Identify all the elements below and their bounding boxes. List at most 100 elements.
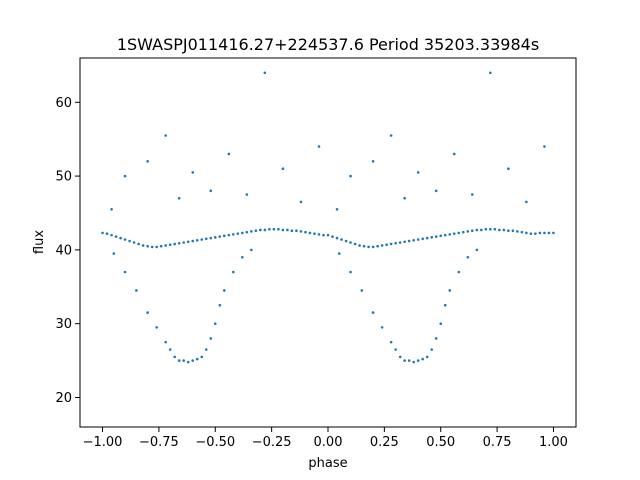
- data-point: [182, 241, 186, 244]
- data-point: [337, 252, 341, 255]
- data-point: [295, 229, 298, 232]
- data-point: [520, 230, 524, 234]
- data-point: [164, 340, 167, 344]
- data-point: [407, 359, 411, 362]
- data-point: [507, 167, 510, 170]
- data-point: [218, 235, 222, 238]
- data-point: [525, 200, 528, 204]
- data-point: [403, 240, 406, 244]
- x-tick-label: 0.25: [370, 435, 399, 450]
- data-point: [448, 289, 452, 292]
- data-point: [360, 289, 364, 292]
- data-point: [322, 233, 325, 237]
- data-point: [534, 232, 537, 235]
- data-point: [376, 244, 379, 248]
- data-point: [150, 245, 154, 249]
- data-point: [191, 239, 195, 243]
- y-tick-label: 30: [55, 317, 72, 332]
- data-point: [452, 232, 456, 235]
- data-point: [195, 357, 199, 361]
- data-point: [159, 244, 163, 248]
- data-point: [227, 233, 231, 237]
- data-point: [430, 236, 434, 239]
- data-point: [502, 228, 506, 232]
- data-point: [371, 245, 375, 249]
- data-point: [204, 237, 208, 241]
- data-point: [123, 238, 127, 241]
- data-point: [466, 255, 470, 259]
- data-point: [525, 231, 528, 235]
- data-point: [222, 234, 226, 238]
- data-point: [204, 348, 208, 351]
- data-point: [439, 234, 443, 238]
- data-point: [349, 270, 352, 274]
- data-point: [141, 244, 145, 247]
- data-point: [232, 233, 235, 236]
- data-point: [213, 236, 217, 239]
- data-point: [135, 289, 138, 292]
- data-point: [412, 360, 415, 364]
- data-point: [250, 230, 253, 233]
- data-point: [389, 134, 393, 137]
- data-point: [552, 231, 555, 235]
- data-point: [335, 207, 339, 211]
- data-point: [146, 244, 149, 248]
- data-point: [177, 196, 181, 200]
- data-point: [434, 235, 438, 238]
- data-point: [385, 243, 388, 247]
- data-point: [146, 311, 149, 314]
- data-point: [123, 270, 127, 274]
- data-point: [110, 233, 113, 237]
- data-point: [344, 239, 348, 243]
- data-point: [448, 233, 452, 236]
- x-tick-label: 1.00: [539, 435, 568, 450]
- data-point: [227, 152, 231, 156]
- data-point: [484, 227, 488, 231]
- data-point: [112, 252, 116, 255]
- data-point: [177, 359, 181, 362]
- data-point: [434, 337, 438, 340]
- data-point: [349, 241, 352, 244]
- data-point: [371, 160, 375, 163]
- data-point: [371, 311, 375, 314]
- data-point: [326, 233, 330, 237]
- data-point: [362, 244, 366, 248]
- data-point: [516, 230, 519, 233]
- data-point: [538, 231, 542, 235]
- y-tick-label: 50: [55, 170, 72, 185]
- data-point: [191, 359, 195, 362]
- data-point: [416, 171, 420, 174]
- data-point: [299, 200, 303, 204]
- y-axis-label: flux: [32, 230, 47, 254]
- data-point: [299, 230, 303, 233]
- data-point: [209, 236, 213, 240]
- data-point: [547, 231, 551, 235]
- data-point: [340, 238, 343, 241]
- data-point: [304, 230, 307, 234]
- data-point: [457, 231, 461, 235]
- chart-title: 1SWASPJ011416.27+224537.6 Period 35203.3…: [117, 35, 539, 54]
- data-point: [213, 322, 217, 325]
- data-point: [173, 355, 176, 359]
- data-point: [286, 228, 289, 232]
- data-point: [232, 270, 235, 274]
- data-point: [452, 152, 456, 156]
- data-point: [164, 134, 167, 137]
- x-tick-label: −1.00: [83, 435, 123, 450]
- y-axis-ticks: 20 30 40 50 60: [55, 96, 80, 406]
- data-point: [272, 227, 276, 231]
- data-point: [105, 232, 109, 235]
- data-point: [128, 239, 131, 243]
- x-tick-label: 0.00: [314, 435, 343, 450]
- data-point: [263, 71, 267, 75]
- data-point: [475, 228, 479, 232]
- data-point: [114, 235, 118, 238]
- data-point: [245, 230, 249, 234]
- data-point: [177, 241, 181, 245]
- data-point: [263, 228, 267, 232]
- data-point: [101, 231, 104, 235]
- data-point: [416, 359, 420, 362]
- data-point: [137, 242, 140, 246]
- x-tick-label: −0.50: [195, 435, 235, 450]
